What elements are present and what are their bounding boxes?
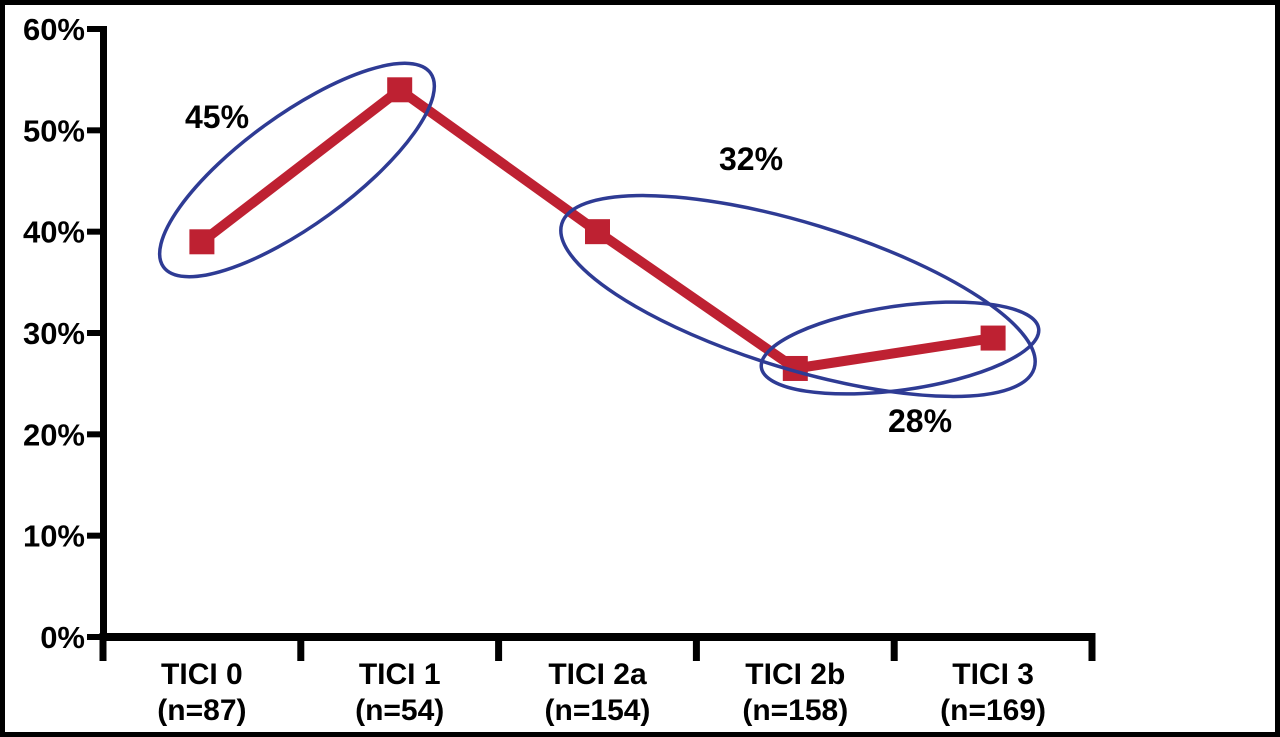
data-point-marker: [980, 325, 1006, 351]
annotation-ellipse: [759, 300, 1041, 396]
x-category-count-label: (n=87): [157, 694, 246, 727]
annotation-label: 32%: [719, 141, 783, 177]
y-tick-label: 40%: [23, 215, 85, 250]
y-tick-label: 30%: [23, 316, 85, 351]
x-category-label: TICI 0: [161, 658, 243, 691]
x-category-label: TICI 2b: [745, 658, 845, 691]
data-point-marker: [387, 77, 413, 103]
annotation-ellipse: [157, 61, 437, 279]
annotation-ellipse: [559, 193, 1037, 399]
data-point-marker: [585, 219, 610, 245]
y-tick-label: 50%: [23, 113, 85, 148]
x-category-label: TICI 1: [359, 658, 441, 691]
y-tick-label: 60%: [23, 12, 85, 47]
y-tick-label: 0%: [40, 620, 85, 655]
x-category-label: TICI 2a: [548, 658, 647, 691]
annotation-label: 28%: [888, 403, 952, 439]
x-category-count-label: (n=154): [545, 694, 651, 727]
x-category-count-label: (n=54): [355, 694, 444, 727]
y-tick-label: 10%: [23, 519, 85, 554]
x-category-label: TICI 3: [952, 658, 1034, 691]
data-point-marker: [189, 229, 215, 255]
y-tick-label: 20%: [23, 417, 85, 452]
x-category-count-label: (n=169): [940, 694, 1046, 727]
x-category-count-label: (n=158): [742, 694, 848, 727]
annotation-label: 45%: [185, 99, 249, 135]
